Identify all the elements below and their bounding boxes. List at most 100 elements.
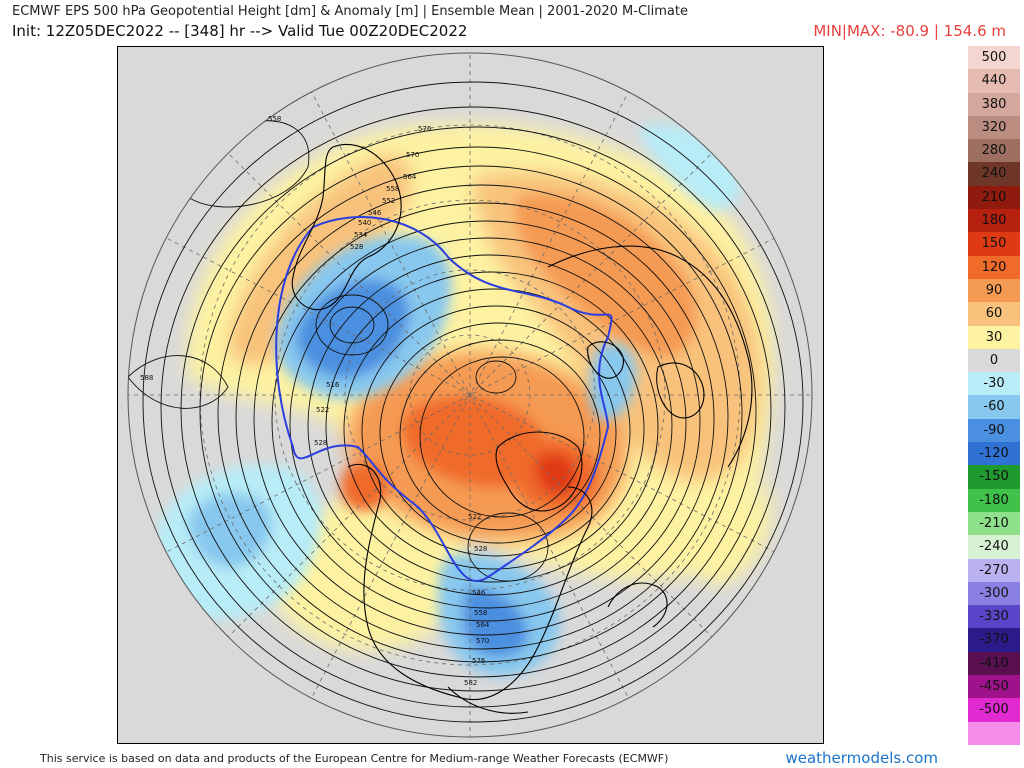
contour-label: 582 [464, 679, 477, 687]
legend-swatch [968, 92, 1020, 116]
contour-label: 558 [474, 609, 487, 617]
legend-entry: -370 [968, 628, 1024, 652]
map-title: ECMWF EPS 500 hPa Geopotential Height [d… [12, 4, 688, 19]
contour-label: 576 [418, 125, 432, 133]
contour-label: 528 [350, 243, 363, 251]
legend-swatch [968, 675, 1020, 699]
legend-label: -500 [979, 702, 1009, 718]
contour-label: 546 [368, 209, 382, 217]
legend-entry: -30 [968, 372, 1024, 396]
contour-label: 588 [140, 374, 153, 382]
legend-swatch [968, 302, 1020, 326]
legend-label: -30 [983, 376, 1005, 392]
legend-label: -450 [979, 679, 1009, 695]
contour-label: 516 [326, 381, 340, 389]
contour-label: 570 [406, 151, 419, 159]
legend-label: 180 [981, 213, 1007, 229]
contour-label: 522 [468, 513, 481, 521]
contour-label: 534 [354, 231, 368, 239]
legend-label: 380 [981, 96, 1007, 112]
legend-swatch [968, 115, 1020, 140]
legend-swatch [968, 628, 1020, 652]
legend-swatch [968, 232, 1020, 256]
height-contours [128, 81, 804, 723]
legend-entry: -300 [968, 581, 1024, 606]
legend-swatch [968, 605, 1020, 629]
legend-swatch [968, 442, 1020, 466]
legend-entry: 90 [968, 278, 1024, 303]
legend-entry: -60 [968, 395, 1024, 419]
legend-swatch [968, 255, 1020, 279]
legend-swatch [968, 185, 1020, 210]
legend-label: -410 [979, 655, 1009, 671]
legend-entry: 280 [968, 139, 1024, 163]
contour-label: 576 [472, 657, 486, 665]
legend-entry: 440 [968, 69, 1024, 93]
coast-north-america [347, 463, 593, 701]
legend-entry: 120 [968, 255, 1024, 279]
contour-label: 564 [476, 621, 490, 629]
anomaly-positive-150-greenland [535, 453, 577, 496]
legend-label: -270 [979, 562, 1009, 578]
legend-label: 500 [981, 50, 1007, 65]
legend-label: -210 [979, 515, 1009, 531]
legend-label: 280 [981, 143, 1007, 159]
ecmwf-credit: This service is based on data and produc… [40, 752, 669, 765]
legend-entry: -180 [968, 488, 1024, 512]
legend-entry: 180 [968, 209, 1024, 233]
legend-label: 30 [985, 329, 1003, 345]
legend-label: 90 [985, 282, 1003, 298]
anomaly-positive-60-alaska [228, 155, 412, 366]
contour-label: 546 [472, 589, 486, 597]
anomaly-color-legend: 500 440 380 320 280 240 210 180 150 120 90 60 30 0 -30… [968, 46, 1024, 745]
legend-label: -120 [979, 446, 1009, 462]
legend-swatch [968, 418, 1020, 443]
legend-label: 210 [981, 189, 1007, 205]
legend-entry: 0 [968, 348, 1024, 373]
polar-stereographic-map: 558 576 570 564 558 552 546 540 534 528 … [118, 47, 823, 743]
legend-label: 60 [985, 306, 1003, 322]
anomaly-negative-90-bering [295, 279, 409, 378]
coast-greenland [495, 431, 583, 512]
contour-label: 558 [268, 115, 281, 123]
legend-swatch [968, 162, 1020, 186]
map-panel: 558 576 570 564 558 552 546 540 534 528 … [117, 46, 824, 744]
contour-label: 522 [316, 406, 329, 414]
legend-swatch [968, 278, 1020, 303]
contour-label: 540 [358, 219, 371, 227]
legend-label: -370 [979, 632, 1009, 648]
legend-swatch [968, 372, 1020, 396]
legend-label: -330 [979, 609, 1009, 625]
contour-label: 528 [314, 439, 327, 447]
legend-swatch [968, 651, 1020, 676]
legend-label: 440 [981, 73, 1007, 89]
coast-eurasia [547, 245, 753, 468]
legend-entry: 60 [968, 302, 1024, 326]
legend-label: 150 [981, 236, 1007, 252]
legend-swatch [968, 209, 1020, 233]
legend-swatch [968, 139, 1020, 163]
legend-swatch [968, 46, 1020, 70]
legend-swatch [968, 511, 1020, 536]
legend-entry: 380 [968, 92, 1024, 116]
legend-swatch [968, 395, 1020, 419]
contour-label: 564 [403, 173, 417, 181]
legend-label: 320 [981, 119, 1007, 135]
legend-entry: -500 [968, 698, 1024, 722]
coast-alaska [291, 143, 402, 311]
legend-entry: -150 [968, 465, 1024, 489]
legend-label: -60 [983, 399, 1005, 415]
legend-label: -150 [979, 469, 1009, 485]
legend-entry: 30 [968, 325, 1024, 349]
contour-label: 558 [386, 185, 399, 193]
brand-link[interactable]: weathermodels.com [785, 749, 938, 767]
contour-label: 528 [474, 545, 487, 553]
legend-label: -180 [979, 492, 1009, 508]
legend-swatch [968, 721, 1020, 745]
legend-entry: 320 [968, 115, 1024, 140]
legend-swatch [968, 698, 1020, 722]
legend-entry: -90 [968, 418, 1024, 443]
contour-label: 570 [476, 637, 489, 645]
contour-label: 552 [382, 197, 395, 205]
legend-entry: -410 [968, 651, 1024, 676]
